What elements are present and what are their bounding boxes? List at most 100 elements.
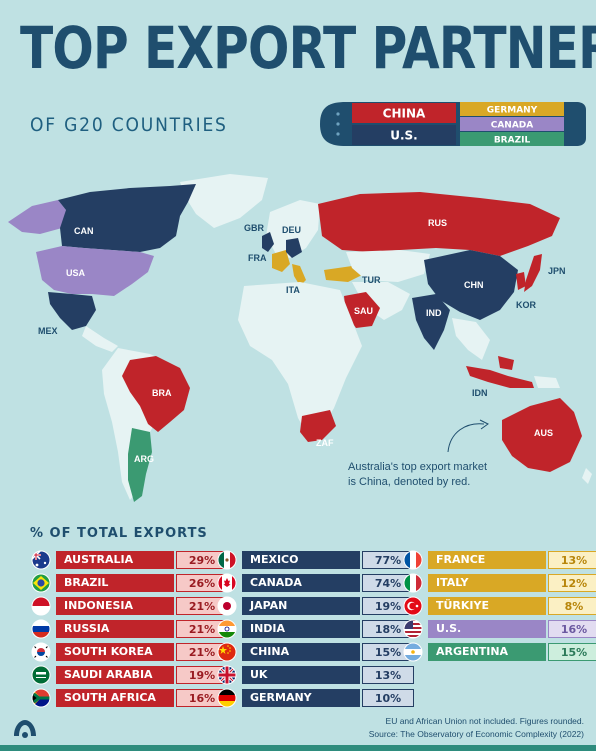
greenland-shape xyxy=(180,174,268,228)
map-label-gbr: GBR xyxy=(244,223,265,233)
australia-flag-icon xyxy=(30,550,52,570)
italy-flag-icon xyxy=(402,573,424,593)
europe-shape xyxy=(266,200,320,258)
export-percent: 26% xyxy=(176,574,228,592)
country-name: GERMANY xyxy=(242,689,360,707)
turkey-flag-icon xyxy=(402,596,424,616)
us-flag-icon xyxy=(402,619,424,639)
indonesia-flag-icon xyxy=(30,596,52,616)
map-label-rus: RUS xyxy=(428,218,447,228)
russia-shape xyxy=(318,192,560,256)
table-row: INDONESIA 21% xyxy=(30,596,228,616)
table-row: SAUDI ARABIA 19% xyxy=(30,665,228,685)
legend-swatch-canada xyxy=(460,117,564,131)
france-flag-icon xyxy=(402,550,424,570)
table-row: GERMANY 10% xyxy=(216,688,414,708)
map-label-usa: USA xyxy=(66,268,86,278)
china-shape xyxy=(424,250,518,320)
middle-east-shape xyxy=(352,282,410,320)
table-row: U.S. 16% xyxy=(402,619,596,639)
footnote-note: EU and African Union not included. Figur… xyxy=(385,716,584,726)
argentina-flag-icon xyxy=(402,642,424,662)
table-row: SOUTH AFRICA 16% xyxy=(30,688,228,708)
legend-label-china: CHINA xyxy=(383,107,426,121)
france-shape xyxy=(272,250,290,272)
table-row: AUSTRALIA 29% xyxy=(30,550,228,570)
country-name: SOUTH AFRICA xyxy=(56,689,174,707)
map-label-bra: BRA xyxy=(152,388,172,398)
map-label-kor: KOR xyxy=(516,300,537,310)
export-percent: 8% xyxy=(548,597,596,615)
germany-flag-icon xyxy=(216,688,238,708)
table-row: UK 13% xyxy=(216,665,414,685)
germany-shape xyxy=(286,238,302,258)
visual-capitalist-logo xyxy=(14,720,36,738)
country-name: CANADA xyxy=(242,574,360,592)
map-annotation-line1: Australia's top export market xyxy=(348,461,487,473)
legend: CHINA U.S. GERMANY CANADA BRAZIL xyxy=(320,102,586,146)
new-zealand-shape xyxy=(582,468,592,484)
map-annotation-line2: is China, denoted by red. xyxy=(348,476,470,488)
turkey-shape xyxy=(324,266,364,282)
india-shape xyxy=(412,294,450,350)
legend-label-brazil: BRAZIL xyxy=(494,136,531,146)
bottom-bar xyxy=(0,745,596,751)
brazil-flag-icon xyxy=(30,573,52,593)
export-percent: 21% xyxy=(176,597,228,615)
map-label-ita: ITA xyxy=(286,285,300,295)
country-name: ARGENTINA xyxy=(428,643,546,661)
southeast-asia-shape xyxy=(452,318,490,360)
country-name: FRANCE xyxy=(428,551,546,569)
export-percent: 21% xyxy=(176,620,228,638)
country-name: INDIA xyxy=(242,620,360,638)
map-label-can: CAN xyxy=(74,226,94,236)
uk-flag-icon xyxy=(216,665,238,685)
legend-swatch-us xyxy=(352,125,456,145)
export-percent: 16% xyxy=(176,689,228,707)
export-percent: 19% xyxy=(176,666,228,684)
map-label-fra: FRA xyxy=(248,253,267,263)
section-title: % OF TOTAL EXPORTS xyxy=(30,526,208,541)
indonesia-shape xyxy=(466,366,534,388)
russia-flag-icon xyxy=(30,619,52,639)
brazil-shape xyxy=(122,356,190,432)
map-label-jpn: JPN xyxy=(548,266,566,276)
export-percent: 12% xyxy=(548,574,596,592)
legend-label-canada: CANADA xyxy=(491,121,534,131)
map-label-zaf: ZAF xyxy=(316,438,334,448)
page-title: TOP EXPORT PARTNER xyxy=(20,14,596,82)
annotation-arrow xyxy=(447,423,485,453)
footnote-source: Source: The Observatory of Economic Comp… xyxy=(368,729,584,739)
legend-label-us: U.S. xyxy=(390,129,418,143)
world-map: CAN USA MEX BRA ARG GBR DEU FRA ITA TUR … xyxy=(8,174,592,502)
export-percent: 74% xyxy=(362,574,414,592)
new-guinea-shape xyxy=(534,376,560,388)
export-percent: 18% xyxy=(362,620,414,638)
central-america-shape xyxy=(82,326,118,352)
table-row: ARGENTINA 15% xyxy=(402,642,596,662)
map-label-arg: ARG xyxy=(134,454,154,464)
map-label-sau: SAU xyxy=(354,306,373,316)
legend-porthole xyxy=(336,132,340,136)
table-row: RUSSIA 21% xyxy=(30,619,228,639)
country-name: CHINA xyxy=(242,643,360,661)
usa-shape xyxy=(36,246,154,296)
export-percent: 15% xyxy=(362,643,414,661)
legend-swatch-germany xyxy=(460,102,564,116)
alaska-shape xyxy=(8,200,66,234)
table-row: BRAZIL 26% xyxy=(30,573,228,593)
country-name: MEXICO xyxy=(242,551,360,569)
china-flag-icon xyxy=(216,642,238,662)
south-africa-flag-icon xyxy=(30,688,52,708)
export-percent: 10% xyxy=(362,689,414,707)
legend-swatch-brazil xyxy=(460,132,564,146)
export-percent: 15% xyxy=(548,643,596,661)
saudi-arabia-shape xyxy=(344,292,380,328)
korea-shape xyxy=(516,272,526,290)
table-row: CANADA 74% xyxy=(216,573,414,593)
mexico-shape xyxy=(48,292,96,330)
italy-shape xyxy=(292,264,306,286)
map-label-deu: DEU xyxy=(282,225,301,235)
table-row: JAPAN 19% xyxy=(216,596,414,616)
country-name: UK xyxy=(242,666,360,684)
